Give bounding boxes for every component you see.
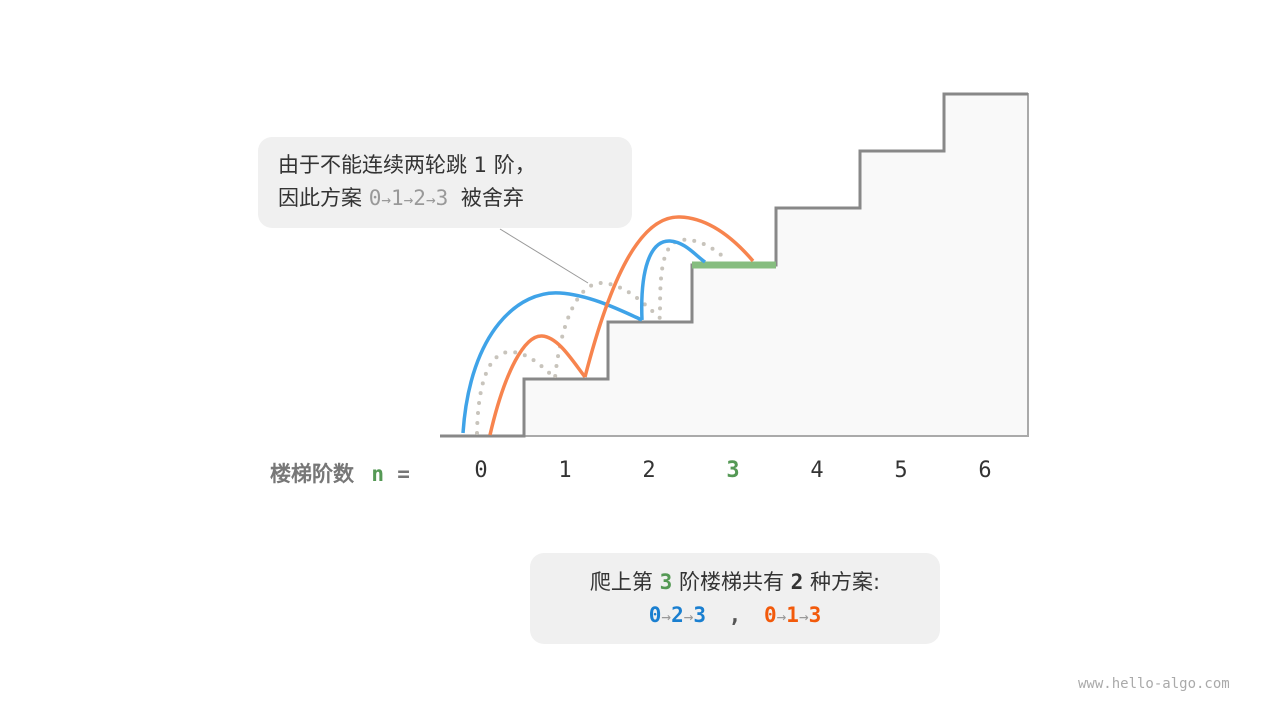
path-step: 0 bbox=[763, 603, 777, 627]
path-step: 1 bbox=[786, 603, 799, 627]
discarded-callout: 由于不能连续两轮跳 1 阶， 因此方案 0→1→2→3 被舍弃 bbox=[258, 137, 632, 228]
arrow-icon: → bbox=[798, 607, 809, 626]
path-step: 0 bbox=[648, 603, 662, 627]
path-b: 0→1→3 bbox=[764, 603, 821, 627]
separator: , bbox=[728, 603, 742, 627]
arrow-icon: → bbox=[776, 607, 787, 626]
path-a-jump-0-2 bbox=[461, 291, 643, 434]
arrow-icon: → bbox=[425, 190, 436, 209]
summary-middle: 阶楼梯共有 bbox=[678, 570, 784, 594]
discarded-path: 0→1→2→3 bbox=[369, 186, 461, 210]
callout-pointer bbox=[499, 228, 589, 284]
path-b-jump-0-1 bbox=[488, 334, 587, 436]
step-label: 5 bbox=[894, 458, 908, 483]
arrow-icon: → bbox=[381, 190, 391, 209]
path-step: 3 bbox=[435, 186, 449, 210]
path-b-jump-1-3 bbox=[583, 215, 755, 378]
callout-prefix: 因此方案 bbox=[278, 186, 362, 210]
summary-suffix: 种方案: bbox=[809, 570, 881, 594]
step-label: 2 bbox=[642, 458, 656, 483]
path-a-jump-2-3 bbox=[640, 239, 707, 321]
arrow-icon: → bbox=[661, 607, 672, 626]
watermark: www.hello-algo.com bbox=[1078, 676, 1230, 692]
axis-title: 楼梯阶数 bbox=[270, 462, 354, 486]
step-label: 1 bbox=[558, 458, 572, 483]
callout-line1: 由于不能连续两轮跳 1 阶， bbox=[278, 153, 536, 177]
step-label: 6 bbox=[978, 458, 992, 483]
axis-equals: = bbox=[397, 462, 410, 486]
path-step: 1 bbox=[390, 186, 404, 210]
summary-target: 3 bbox=[659, 570, 673, 594]
summary-count: 2 bbox=[790, 570, 804, 594]
path-step: 2 bbox=[413, 186, 426, 210]
summary-callout: 爬上第 3 阶楼梯共有 2 种方案: 0→2→3 , 0→1→3 bbox=[530, 553, 940, 644]
path-step: 0 bbox=[368, 186, 382, 210]
path-step: 3 bbox=[808, 603, 822, 627]
axis-label: 楼梯阶数 n = bbox=[270, 458, 410, 488]
arrow-icon: → bbox=[683, 607, 694, 626]
callout-line2: 因此方案 0→1→2→3 被舍弃 bbox=[278, 182, 612, 216]
summary-prefix: 爬上第 bbox=[589, 570, 653, 594]
path-a: 0→2→3 bbox=[649, 603, 706, 627]
path-step: 2 bbox=[671, 603, 684, 627]
axis-variable: n bbox=[371, 462, 384, 486]
arrow-icon: → bbox=[403, 190, 414, 209]
step-label: 0 bbox=[474, 458, 488, 483]
step-label: 4 bbox=[810, 458, 824, 483]
step-label-target: 3 bbox=[726, 458, 740, 483]
summary-line1: 爬上第 3 阶楼梯共有 2 种方案: bbox=[530, 566, 940, 599]
callout-suffix: 被舍弃 bbox=[460, 186, 524, 210]
path-step: 3 bbox=[693, 603, 707, 627]
summary-paths: 0→2→3 , 0→1→3 bbox=[530, 599, 940, 633]
